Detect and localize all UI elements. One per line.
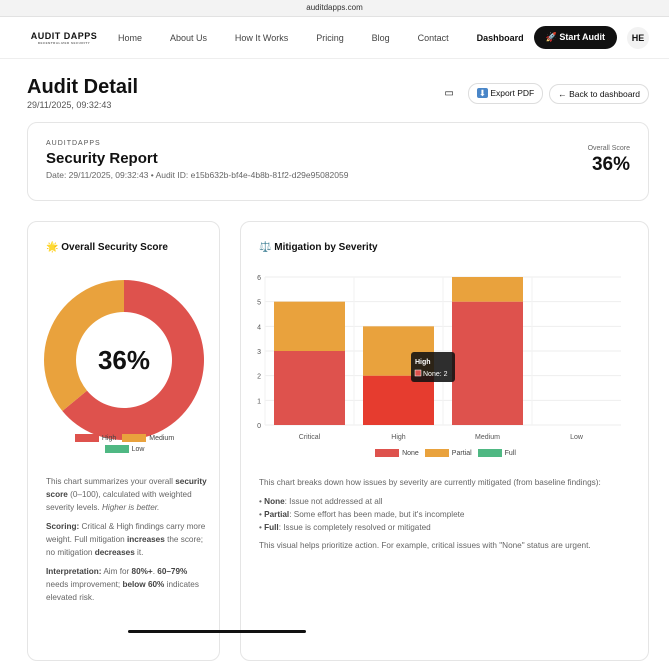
bar-legend: None Partial Full [241,449,650,457]
report-card: AUDITDAPPS Security Report Date: 29/11/2… [27,122,649,201]
download-icon: ⬇ [476,88,488,98]
url-bar[interactable]: auditdapps.com [0,0,669,17]
score-description: This chart summarizes your overall secur… [46,477,207,602]
start-audit-button[interactable]: 🚀 Start Audit [533,26,617,49]
y-tick-label: 0 [257,423,261,430]
x-tick-label: High [391,434,406,441]
start-audit-label: Start Audit [559,32,605,42]
logo-text: AUDIT DAPPS [30,30,98,41]
export-pdf-button[interactable]: ⬇ Export PDF [467,83,544,104]
bar-critical-none[interactable] [274,351,345,425]
top-nav: AUDIT DAPPS DECENTRALIZED SECURITY Home A… [0,17,669,59]
legend-item-low[interactable]: Low [104,445,144,453]
page-title: Audit Detail [27,76,139,98]
donut-slice-medium[interactable] [44,280,124,411]
home-indicator [128,630,306,633]
nav-blog[interactable]: Blog [371,32,390,43]
nav-contact[interactable]: Contact [417,32,449,43]
back-to-dashboard-button[interactable]: ← Back to dashboard [549,83,649,104]
legend-item-full[interactable]: Full [477,449,516,457]
y-tick-label: 4 [257,324,261,331]
legend-item-partial[interactable]: Partial [424,449,472,457]
overall-score-label: Overall Score [587,145,630,152]
tooltip-text: None: 2 [423,371,448,378]
nav-about[interactable]: About Us [169,32,207,43]
overall-score-value: 36% [591,154,630,175]
laptop-icon[interactable]: ▭ [444,88,454,99]
y-tick-label: 5 [257,300,261,307]
donut-center-label: 36% [98,345,150,375]
score-card: 🌟 Overall Security Score 36% High Medium L… [27,221,220,661]
nav-dashboard[interactable]: Dashboard [476,32,524,43]
rocket-icon: 🚀 [545,32,560,42]
mitigation-bar-chart: 0 1 2 3 4 5 6 Critical High Medium Low High None: 2 [257,275,621,441]
y-tick-label: 1 [257,398,261,405]
nav-home[interactable]: Home [118,32,143,43]
bar-high-none[interactable] [363,375,434,425]
legend-item-none[interactable]: None [375,449,419,457]
mitigation-item: None: Issue not addressed at all [259,495,639,508]
star-icon: 🌟 [46,242,59,253]
x-tick-label: Critical [299,434,321,441]
mitigation-item: Partial: Some effort has been made, but … [259,508,639,521]
page-date: 29/11/2025, 09:32:43 [27,100,112,110]
y-tick-label: 3 [257,349,261,356]
chart-tooltip: High None: 2 [411,352,455,382]
mitigation-item: Full: Issue is completely resolved or mi… [259,521,639,534]
bar-medium-partial[interactable] [452,277,523,302]
donut-legend: High Medium Low [58,434,191,453]
tooltip-title: High [415,359,431,366]
mitigation-card-title: Mitigation by Severity [274,242,378,253]
logo[interactable]: AUDIT DAPPS DECENTRALIZED SECURITY [24,31,104,45]
donut-slice-high[interactable] [62,280,204,440]
avatar[interactable]: HE [627,26,649,49]
y-tick-label: 6 [257,275,261,282]
nav-pricing[interactable]: Pricing [316,32,344,43]
mitigation-card: ⚖️ Mitigation by Severity 0 1 2 3 4 5 6 Critica… [240,221,649,661]
scales-icon: ⚖️ [259,242,272,253]
bar-medium-none[interactable] [452,301,523,425]
y-tick-label: 2 [257,374,261,381]
legend-item-high[interactable]: High [74,434,116,442]
report-meta: Date: 29/11/2025, 09:32:43 • Audit ID: e… [46,170,349,180]
x-tick-label: Low [570,434,584,441]
legend-item-medium[interactable]: Medium [122,434,174,442]
nav-how[interactable]: How It Works [234,32,289,43]
mitigation-description: This chart breaks down how issues by sev… [259,476,639,558]
score-card-title: Overall Security Score [61,242,168,253]
report-kicker: AUDITDAPPS [46,140,101,147]
donut-chart: 36% [44,280,204,440]
report-title: Security Report [46,150,158,167]
logo-tagline: DECENTRALIZED SECURITY [37,40,91,45]
bar-critical-partial[interactable] [274,301,345,351]
export-pdf-label: Export PDF [490,88,535,98]
x-tick-label: Medium [475,434,500,441]
